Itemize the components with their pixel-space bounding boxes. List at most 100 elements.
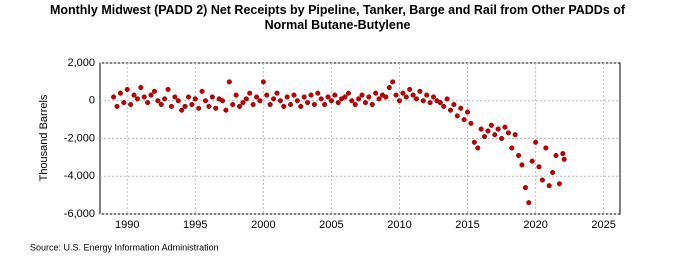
point [111, 94, 117, 100]
point [556, 181, 562, 187]
point [308, 92, 314, 98]
point [390, 79, 396, 85]
point [468, 120, 474, 126]
y-tick-label: -4,000 [64, 170, 95, 182]
point [226, 79, 232, 85]
point [393, 92, 399, 98]
point [189, 101, 195, 108]
point [366, 94, 372, 100]
point [199, 88, 205, 94]
point [478, 126, 484, 132]
point [257, 98, 263, 104]
point [148, 92, 154, 98]
point [172, 94, 178, 100]
point [495, 126, 501, 132]
point [182, 103, 188, 109]
point [165, 86, 171, 92]
point [475, 145, 481, 151]
point [430, 94, 437, 100]
point [546, 183, 552, 189]
point [437, 100, 443, 106]
point [420, 98, 426, 104]
x-tick-label: 2010 [387, 219, 411, 231]
point [294, 98, 300, 104]
point [482, 134, 488, 140]
point [131, 92, 137, 98]
point [138, 84, 144, 91]
point [373, 90, 379, 96]
point [485, 128, 491, 134]
point [362, 100, 368, 106]
point [359, 92, 365, 98]
point [533, 139, 539, 145]
point [461, 117, 467, 123]
point [522, 185, 528, 191]
point [349, 98, 355, 104]
chart-title: Monthly Midwest (PADD 2) Net Receipts by… [49, 3, 626, 32]
point [352, 101, 358, 108]
point [342, 94, 348, 100]
point [492, 132, 498, 138]
y-tick-label: 0 [89, 95, 95, 107]
point [168, 103, 175, 109]
point [400, 90, 406, 96]
x-tick-label: 1995 [183, 219, 207, 231]
x-tick-label: 1990 [115, 219, 139, 231]
point [267, 101, 273, 108]
point [407, 86, 413, 92]
title-box: Monthly Midwest (PADD 2) Net Receipts by… [0, 3, 675, 33]
point [464, 109, 471, 115]
point [291, 92, 297, 98]
x-tick-label: 2000 [251, 219, 275, 231]
point [240, 100, 246, 106]
point [236, 103, 243, 109]
point [315, 90, 321, 96]
point [185, 94, 192, 100]
point [447, 107, 454, 113]
point [369, 101, 375, 108]
x-tick-label: 2020 [523, 219, 547, 231]
point [471, 139, 477, 145]
point [284, 94, 290, 100]
point [223, 107, 229, 113]
point [196, 105, 202, 111]
point [175, 98, 181, 104]
point [260, 79, 266, 85]
point [424, 92, 430, 98]
y-tick-label: -2,000 [64, 132, 95, 144]
point [383, 94, 389, 100]
point [444, 96, 450, 102]
point [253, 94, 260, 100]
point [155, 98, 161, 104]
point [410, 92, 416, 98]
point [386, 84, 392, 91]
x-tick-label: 2025 [591, 219, 615, 231]
point [158, 101, 164, 108]
point [502, 124, 508, 130]
point [560, 151, 566, 157]
point [243, 96, 249, 102]
point [396, 98, 403, 104]
point [488, 122, 494, 128]
point [427, 100, 433, 106]
point [403, 94, 409, 100]
point [202, 98, 209, 104]
point [271, 96, 277, 102]
point [264, 92, 270, 98]
point [356, 96, 362, 102]
point [288, 101, 294, 108]
point [536, 164, 542, 170]
y-tick-label: 2,000 [67, 57, 95, 69]
point [325, 94, 331, 100]
point [128, 101, 134, 108]
point [141, 94, 147, 100]
point [114, 103, 120, 109]
x-tick-label: 2015 [455, 219, 479, 231]
point [322, 101, 328, 108]
point [332, 92, 338, 98]
point [209, 94, 215, 100]
point [417, 88, 423, 94]
point [179, 107, 185, 113]
